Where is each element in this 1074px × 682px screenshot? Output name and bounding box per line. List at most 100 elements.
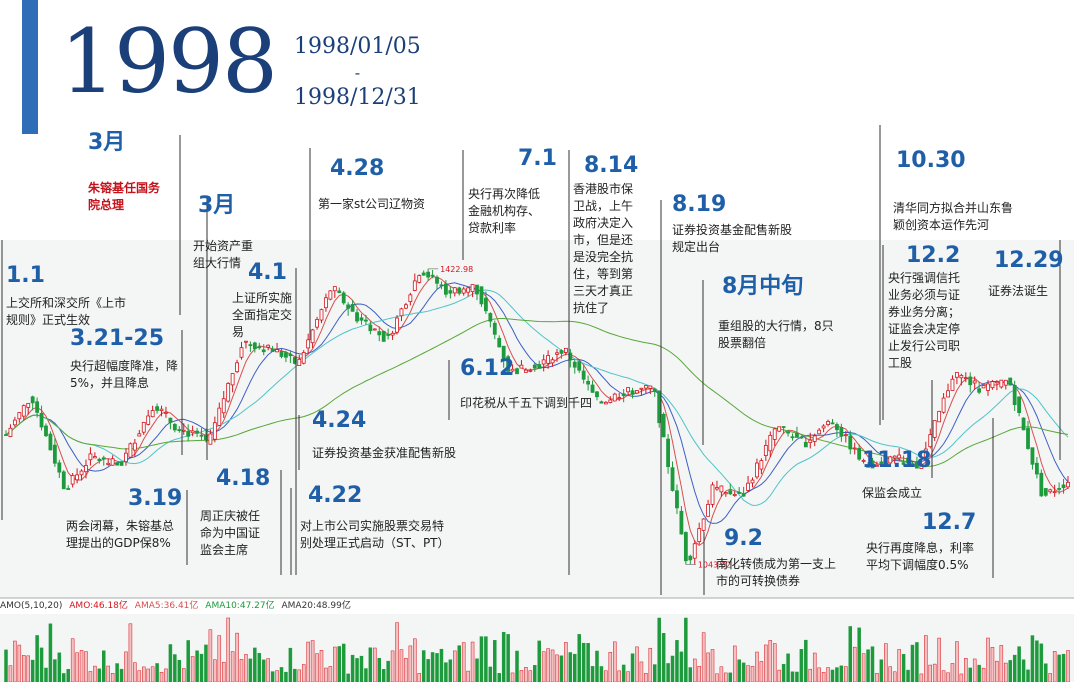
- candle-body: [208, 433, 213, 445]
- date-range: 1998/01/05 - 1998/12/31: [294, 32, 421, 113]
- volume-bar: [497, 673, 501, 682]
- candle-body: [843, 434, 848, 437]
- volume-bar: [790, 671, 795, 682]
- volume-bar: [692, 658, 697, 682]
- volume-bar: [892, 671, 897, 682]
- volume-bar: [972, 658, 977, 682]
- date-separator: -: [354, 62, 361, 82]
- volume-bar: [977, 664, 981, 682]
- candle-body: [461, 288, 466, 294]
- candle-body: [341, 292, 346, 304]
- volume-bar: [888, 666, 893, 682]
- volume-bar: [799, 649, 804, 682]
- candle-body: [928, 434, 933, 448]
- candle-body: [137, 433, 142, 437]
- candle-body: [412, 280, 417, 291]
- volume-bar: [932, 663, 937, 682]
- volume-bar: [564, 642, 568, 682]
- candle-body: [657, 390, 662, 424]
- candle-body: [186, 430, 191, 437]
- annotation-text: 开始资产重 组大行情: [193, 238, 253, 272]
- volume-bar: [57, 652, 62, 682]
- volume-bar: [617, 670, 621, 682]
- annotation-text-line: 央行再度降息，利率: [866, 541, 975, 555]
- candle-body: [390, 332, 395, 336]
- volume-bar: [337, 646, 342, 682]
- candle-body: [1043, 488, 1048, 496]
- candle-body: [710, 484, 715, 505]
- candle-body: [377, 331, 382, 336]
- candle-body: [879, 461, 884, 464]
- candle-body: [972, 380, 977, 384]
- candle-body: [248, 344, 253, 347]
- candle-body: [337, 290, 342, 293]
- volume-bar: [270, 671, 275, 682]
- volume-bar: [710, 649, 715, 682]
- candle-body: [830, 422, 835, 425]
- volume-bar: [586, 643, 590, 682]
- volume-bar: [750, 665, 755, 682]
- annotation-text: 重组股的大行情，8只 股票翻倍: [718, 318, 834, 352]
- annotation-text-line: 印花税从千五下调到千四: [460, 396, 593, 410]
- volume-bar: [999, 645, 1004, 682]
- volume-bar: [657, 617, 661, 682]
- candle-body: [595, 391, 599, 398]
- volume-legend-amo: AMO:46.18亿: [69, 601, 128, 611]
- volume-bar: [986, 637, 990, 682]
- candle-body: [799, 436, 804, 439]
- candle-body: [448, 290, 453, 294]
- candle-body: [586, 380, 591, 385]
- candle-body: [159, 408, 164, 412]
- volume-legend-title: AMO(5,10,20): [0, 601, 63, 611]
- volume-bar: [595, 650, 599, 682]
- volume-bar: [639, 661, 644, 682]
- candle-body: [21, 405, 26, 417]
- volume-bar: [417, 673, 421, 682]
- volume-bar: [413, 638, 417, 682]
- candle-body: [875, 464, 879, 467]
- candle-body: [737, 492, 742, 494]
- annotation-text: 证券投资基金配售新股 规定出台: [672, 222, 792, 256]
- candle-body: [812, 435, 817, 442]
- volume-bar: [257, 653, 262, 682]
- candle-body: [608, 399, 613, 403]
- candle-body: [643, 385, 648, 389]
- volume-bar: [26, 655, 30, 682]
- volume-bar: [408, 645, 413, 682]
- volume-bar: [17, 644, 22, 682]
- volume-bar: [364, 668, 368, 682]
- volume-bar: [857, 627, 861, 682]
- volume-bar: [550, 649, 555, 682]
- volume-bar: [670, 655, 675, 682]
- candle-body: [1030, 447, 1035, 465]
- candle-body: [497, 337, 502, 348]
- volume-bar: [488, 666, 493, 682]
- annotation-text-line: 是没完全抗: [573, 250, 634, 264]
- candle-body: [266, 344, 271, 348]
- volume-bar: [350, 654, 355, 682]
- candle-body: [977, 388, 982, 393]
- volume-bar: [808, 668, 813, 682]
- candle-body: [572, 361, 577, 368]
- volume-bar: [70, 638, 75, 682]
- volume-bar: [310, 640, 315, 682]
- candle-body: [577, 361, 582, 371]
- annotation-text-line: 证券投资基金获准配售新股: [312, 446, 457, 460]
- year-title: 1998: [60, 10, 278, 113]
- candle-body: [639, 387, 644, 390]
- volume-bar: [906, 669, 910, 682]
- volume-bar: [830, 669, 835, 682]
- volume-bar: [181, 668, 186, 682]
- candle-body: [92, 456, 97, 459]
- annotation-text-line: 重组股的大行情，8只: [718, 319, 834, 333]
- candle-body: [190, 430, 195, 434]
- volume-bar: [399, 649, 404, 682]
- volume-bar: [684, 617, 688, 682]
- candle-body: [688, 555, 693, 561]
- candle-body: [666, 438, 670, 468]
- candle-body: [8, 427, 13, 437]
- annotation-text-line: 保监会成立: [862, 486, 923, 500]
- annotation-text-line: 三天才真正: [573, 284, 634, 298]
- volume-bar: [421, 650, 426, 682]
- candle-body: [284, 352, 288, 358]
